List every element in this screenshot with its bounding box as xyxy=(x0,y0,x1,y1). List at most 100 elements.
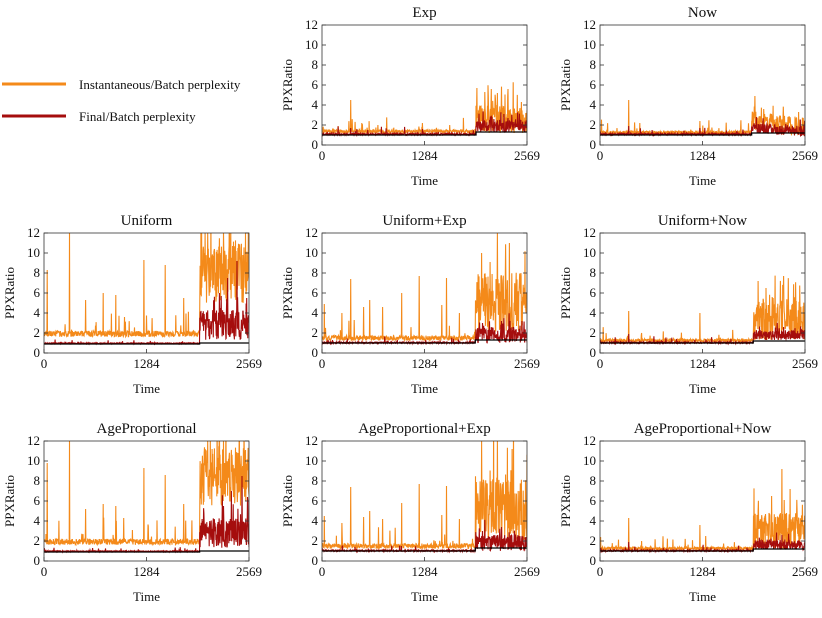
y-tick-label: 10 xyxy=(583,37,596,52)
panel-title: Now xyxy=(688,5,717,21)
y-tick-label: 8 xyxy=(590,265,597,280)
x-tick-label: 1284 xyxy=(689,356,716,371)
x-tick-label: 2569 xyxy=(792,356,818,371)
y-tick-label: 12 xyxy=(583,225,596,240)
x-tick-label: 0 xyxy=(597,564,604,579)
y-tick-label: 10 xyxy=(305,37,318,52)
x-tick-label: 2569 xyxy=(514,564,540,579)
y-tick-label: 4 xyxy=(590,97,597,112)
x-axis-label: Time xyxy=(133,381,160,396)
y-tick-label: 2 xyxy=(34,533,41,548)
baseline-line xyxy=(600,548,805,552)
y-tick-label: 8 xyxy=(34,265,41,280)
y-axis-label: PPXRatio xyxy=(2,475,17,527)
y-tick-label: 2 xyxy=(590,325,597,340)
x-tick-label: 1284 xyxy=(689,148,716,163)
chart-panel: 0 2 4 6 8 10 12 0 1284 2569 Exp Time PPXRatio xyxy=(280,5,540,188)
y-tick-label: 10 xyxy=(305,453,318,468)
y-tick-label: 10 xyxy=(27,245,40,260)
y-tick-label: 6 xyxy=(34,493,41,508)
y-tick-label: 12 xyxy=(305,17,318,32)
x-tick-label: 1284 xyxy=(133,356,160,371)
y-tick-label: 0 xyxy=(590,553,597,568)
y-tick-label: 4 xyxy=(312,513,319,528)
y-tick-label: 10 xyxy=(583,245,596,260)
chart-panel: 0 2 4 6 8 10 12 0 1284 2569 AgeProportional+Now Tim… xyxy=(558,421,818,604)
y-tick-label: 2 xyxy=(312,533,319,548)
baseline-line xyxy=(322,131,527,136)
y-tick-label: 12 xyxy=(305,433,318,448)
y-tick-label: 2 xyxy=(34,325,41,340)
y-tick-label: 0 xyxy=(590,137,597,152)
y-tick-label: 6 xyxy=(590,285,597,300)
series-line-instantaneous xyxy=(322,233,527,343)
y-tick-label: 10 xyxy=(583,453,596,468)
y-axis-label: PPXRatio xyxy=(558,267,573,319)
series-line-instantaneous xyxy=(322,82,527,136)
baseline-line xyxy=(600,132,805,136)
y-tick-label: 12 xyxy=(27,433,40,448)
y-tick-label: 4 xyxy=(590,305,597,320)
y-tick-label: 8 xyxy=(312,473,319,488)
x-axis-label: Time xyxy=(411,381,438,396)
series-line-final xyxy=(600,116,805,138)
x-tick-label: 2569 xyxy=(514,356,540,371)
y-tick-label: 0 xyxy=(312,345,319,360)
y-tick-label: 10 xyxy=(305,245,318,260)
y-tick-label: 8 xyxy=(312,57,319,72)
series-line-instantaneous xyxy=(44,233,249,339)
x-tick-label: 0 xyxy=(41,356,48,371)
panel-title: AgeProportional+Exp xyxy=(358,421,491,437)
chart-panel: 0 2 4 6 8 10 12 0 1284 2569 Uniform Time PPXRatio xyxy=(2,213,262,396)
y-tick-label: 2 xyxy=(590,533,597,548)
legend-label-instantaneous: Instantaneous/Batch perplexity xyxy=(79,77,241,92)
x-axis-label: Time xyxy=(411,173,438,188)
chart-panel: 0 2 4 6 8 10 12 0 1284 2569 Now Time PPXRatio xyxy=(558,5,818,188)
baseline-line xyxy=(44,342,249,345)
x-tick-label: 2569 xyxy=(792,564,818,579)
panel-title: Exp xyxy=(412,5,436,21)
series-line-instantaneous xyxy=(44,441,249,547)
series-line-final xyxy=(44,260,249,346)
series-line-final xyxy=(322,111,527,138)
baseline-line xyxy=(44,550,249,553)
y-tick-label: 4 xyxy=(34,305,41,320)
y-axis-label: PPXRatio xyxy=(558,59,573,111)
x-tick-label: 1284 xyxy=(411,356,438,371)
y-tick-label: 0 xyxy=(590,345,597,360)
x-tick-label: 2569 xyxy=(514,148,540,163)
legend-label-final: Final/Batch perplexity xyxy=(79,109,196,124)
baseline-line xyxy=(322,339,527,344)
y-tick-label: 4 xyxy=(312,305,319,320)
y-tick-label: 0 xyxy=(312,137,319,152)
panel-title: AgeProportional+Now xyxy=(634,421,772,437)
x-axis-label: Time xyxy=(689,173,716,188)
y-tick-label: 12 xyxy=(27,225,40,240)
x-tick-label: 0 xyxy=(319,564,326,579)
y-tick-label: 2 xyxy=(312,325,319,340)
y-tick-label: 6 xyxy=(312,493,319,508)
y-tick-label: 6 xyxy=(312,285,319,300)
x-tick-label: 0 xyxy=(597,356,604,371)
y-tick-label: 8 xyxy=(312,265,319,280)
x-tick-label: 0 xyxy=(319,356,326,371)
legend: Instantaneous/Batch perplexity Final/Bat… xyxy=(2,77,241,124)
x-tick-label: 2569 xyxy=(236,564,262,579)
x-axis-label: Time xyxy=(689,381,716,396)
y-tick-label: 8 xyxy=(590,57,597,72)
y-axis-label: PPXRatio xyxy=(558,475,573,527)
y-tick-label: 4 xyxy=(312,97,319,112)
y-tick-label: 4 xyxy=(34,513,41,528)
x-tick-label: 1284 xyxy=(689,564,716,579)
y-axis-label: PPXRatio xyxy=(280,475,295,527)
y-tick-label: 0 xyxy=(312,553,319,568)
y-tick-label: 12 xyxy=(583,433,596,448)
chart-panel: 0 2 4 6 8 10 12 0 1284 2569 AgeProportional Time PPX… xyxy=(2,421,262,604)
x-tick-label: 2569 xyxy=(792,148,818,163)
panel-title: Uniform xyxy=(121,213,173,229)
y-tick-label: 0 xyxy=(34,345,41,360)
y-tick-label: 8 xyxy=(34,473,41,488)
chart-panel: 0 2 4 6 8 10 12 0 1284 2569 Uniform+Exp Time PPXRati… xyxy=(280,213,540,396)
y-tick-label: 6 xyxy=(590,493,597,508)
y-tick-label: 8 xyxy=(590,473,597,488)
